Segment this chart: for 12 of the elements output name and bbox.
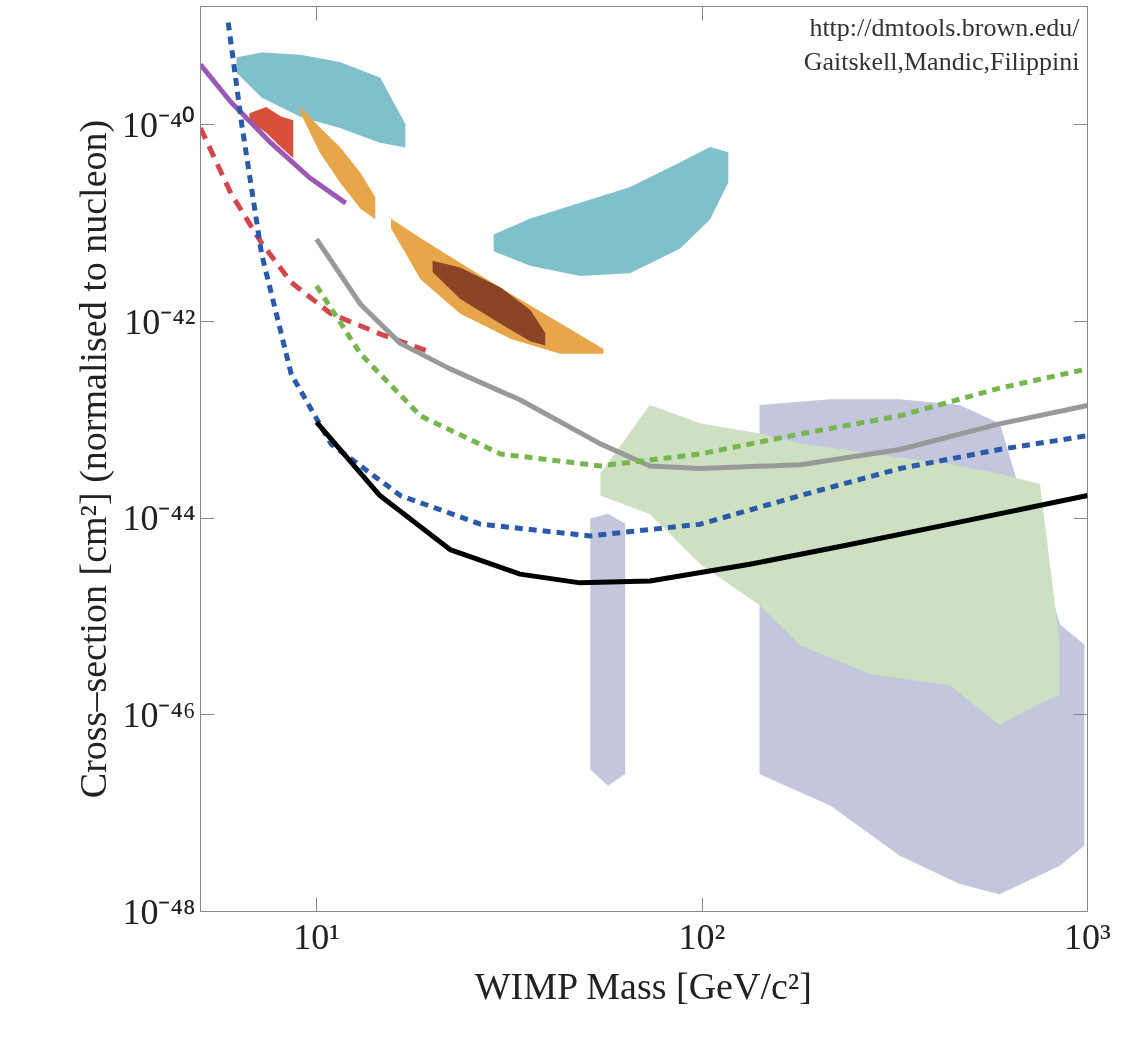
y-tick-label: 10⁻⁴⁸ [122,891,196,932]
x-tick-label: 10¹ [293,916,340,957]
x-tick-label: 10² [678,916,726,957]
x-tick-label: 10³ [1064,916,1112,957]
y-tick-label: 10⁻⁴⁶ [122,694,196,735]
annotation: Gaitskell,Mandic,Filippini [803,46,1080,76]
y-tick-label: 10⁻⁴² [124,301,196,342]
y-tick-label: 10⁻⁴⁴ [122,498,196,539]
annotation: http://dmtools.brown.edu/ [809,12,1081,42]
y-tick-label: 10⁻⁴⁰ [121,104,196,145]
x-axis-title: WIMP Mass [GeV/c²] [474,964,812,1007]
y-axis-title: Cross–section [cm²] (normalised to nucleon) [71,119,115,799]
